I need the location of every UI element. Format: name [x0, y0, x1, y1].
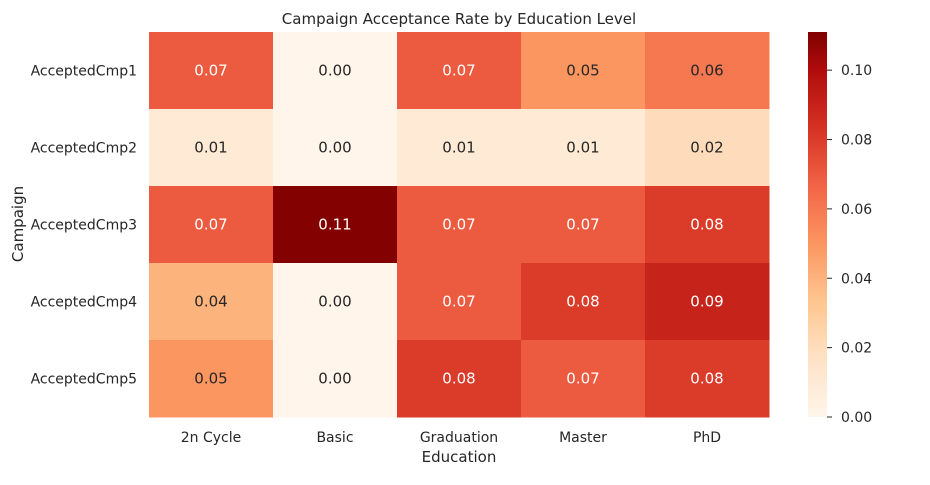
x-tick-labels: 2n Cycle Basic Graduation Master PhD [181, 430, 721, 446]
heatmap-cell [149, 186, 274, 264]
heatmap-cell [273, 109, 398, 187]
colorbar-tick-label: 0.06 [841, 202, 872, 218]
heatmap-cell [645, 340, 770, 418]
colorbar-tick-label: 0.02 [841, 341, 872, 357]
heatmap-cell [149, 109, 274, 187]
y-tick-label: AcceptedCmp2 [31, 141, 137, 157]
colorbar-tick-label: 0.00 [841, 410, 872, 426]
cell-value-label: 0.09 [690, 293, 723, 311]
x-tick-label: 2n Cycle [181, 430, 242, 446]
x-tick-label: Graduation [420, 430, 498, 446]
cell-value-label: 0.07 [442, 293, 475, 311]
heatmap-cell [397, 340, 522, 418]
cell-value-label: 0.07 [194, 216, 227, 234]
x-axis-label: Education [422, 448, 497, 466]
cell-value-label: 0.08 [566, 293, 599, 311]
colorbar-tick-label: 0.08 [841, 133, 872, 149]
heatmap-cell [645, 263, 770, 341]
cell-value-label: 0.06 [690, 62, 723, 80]
heatmap-cell [521, 340, 646, 418]
heatmap-cell [149, 340, 274, 418]
cell-value-label: 0.07 [442, 62, 475, 80]
x-tick-label: Basic [316, 430, 353, 446]
heatmap-cell [149, 263, 274, 341]
heatmap-cell [521, 109, 646, 187]
heatmap-cell [645, 109, 770, 187]
cell-value-label: 0.02 [690, 139, 723, 157]
cell-value-label: 0.08 [690, 216, 723, 234]
cell-value-label: 0.11 [318, 216, 351, 234]
cell-value-label: 0.08 [442, 370, 475, 388]
cell-value-label: 0.07 [566, 216, 599, 234]
y-axis-label: Campaign [9, 186, 27, 262]
y-tick-labels: AcceptedCmp1 AcceptedCmp2 AcceptedCmp3 Acce… [31, 64, 138, 388]
cell-value-label: 0.08 [690, 370, 723, 388]
chart-title: Campaign Acceptance Rate by Education Le… [282, 10, 636, 28]
heatmap-cell [397, 32, 522, 110]
heatmap-cell [397, 263, 522, 341]
heatmap-cell [273, 340, 398, 418]
cell-value-label: 0.07 [566, 370, 599, 388]
colorbar-tick-label: 0.10 [841, 63, 872, 79]
y-tick-label: AcceptedCmp1 [31, 64, 137, 80]
x-tick-label: PhD [693, 430, 721, 446]
cell-value-label: 0.01 [566, 139, 599, 157]
cell-value-label: 0.05 [194, 370, 227, 388]
cell-value-label: 0.01 [194, 139, 227, 157]
x-tick-label: Master [559, 430, 607, 446]
y-tick-label: AcceptedCmp5 [31, 372, 137, 388]
cell-value-label: 0.00 [318, 139, 351, 157]
cell-value-label: 0.00 [318, 62, 351, 80]
cell-value-label: 0.00 [318, 370, 351, 388]
cell-value-label: 0.07 [442, 216, 475, 234]
heatmap-cell [521, 263, 646, 341]
y-tick-label: AcceptedCmp4 [31, 295, 138, 311]
cell-value-label: 0.01 [442, 139, 475, 157]
heatmap-cell [149, 32, 274, 110]
heatmap-cell [273, 263, 398, 341]
heatmap-cell [273, 32, 398, 110]
heatmap-cell [273, 186, 398, 264]
colorbar [808, 32, 827, 417]
heatmap-cell [645, 32, 770, 110]
cell-value-label: 0.07 [194, 62, 227, 80]
y-tick-label: AcceptedCmp3 [31, 218, 137, 234]
cell-value-label: 0.00 [318, 293, 351, 311]
cell-value-label: 0.04 [194, 293, 227, 311]
cell-value-label: 0.05 [566, 62, 599, 80]
colorbar-tick-label: 0.04 [841, 271, 872, 287]
heatmap-cell [397, 186, 522, 264]
heatmap-cell [521, 186, 646, 264]
colorbar-ticks: 0.00 0.02 0.04 0.06 0.08 0.10 [827, 63, 872, 426]
heatmap-cell [397, 109, 522, 187]
heatmap-cells: 0.07 0.00 0.07 0.05 0.06 0.01 0.00 0.01 0.01 0.02… [149, 32, 770, 418]
heatmap-cell [645, 186, 770, 264]
heatmap-cell [521, 32, 646, 110]
